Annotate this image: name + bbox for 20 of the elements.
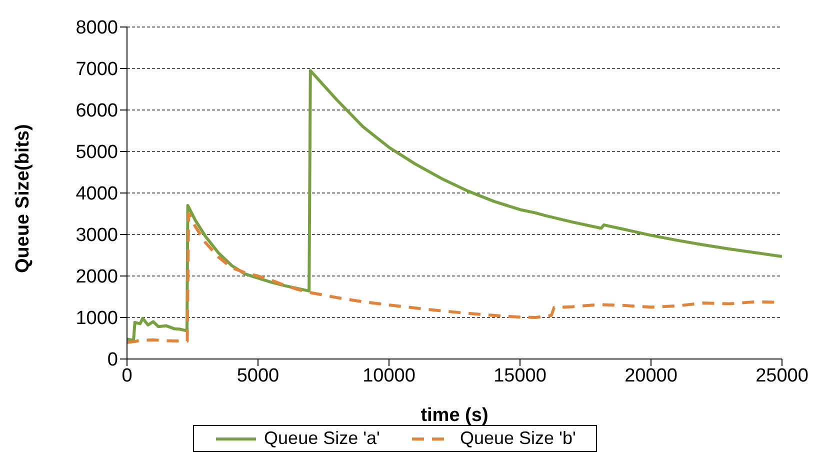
y-tick-label: 0 — [107, 350, 118, 371]
y-axis-title: Queue Size(bits) — [12, 124, 34, 273]
y-tick-label: 1000 — [76, 308, 118, 330]
y-tick-label: 8000 — [76, 18, 118, 39]
line-series — [127, 69, 782, 342]
y-tick-label: 6000 — [76, 100, 118, 122]
y-tick-label: 2000 — [76, 266, 118, 288]
y-tick-label: 4000 — [76, 184, 118, 205]
x-tick-label: 25000 — [756, 365, 808, 386]
x-tick-label: 15000 — [494, 365, 546, 386]
legend-label: Queue Size 'b' — [459, 428, 576, 449]
x-axis-title: time (s) — [420, 405, 488, 426]
x-tick-label: 5000 — [236, 365, 280, 386]
x-tick-label: 10000 — [362, 365, 416, 386]
x-tick-label: 20000 — [624, 365, 678, 386]
y-tick-label: 5000 — [76, 142, 118, 164]
legend-label: Queue Size 'a' — [263, 428, 380, 449]
x-tick-label: 0 — [122, 365, 132, 386]
y-tick-label: 3000 — [76, 225, 118, 246]
y-tick-label: 7000 — [76, 59, 118, 80]
